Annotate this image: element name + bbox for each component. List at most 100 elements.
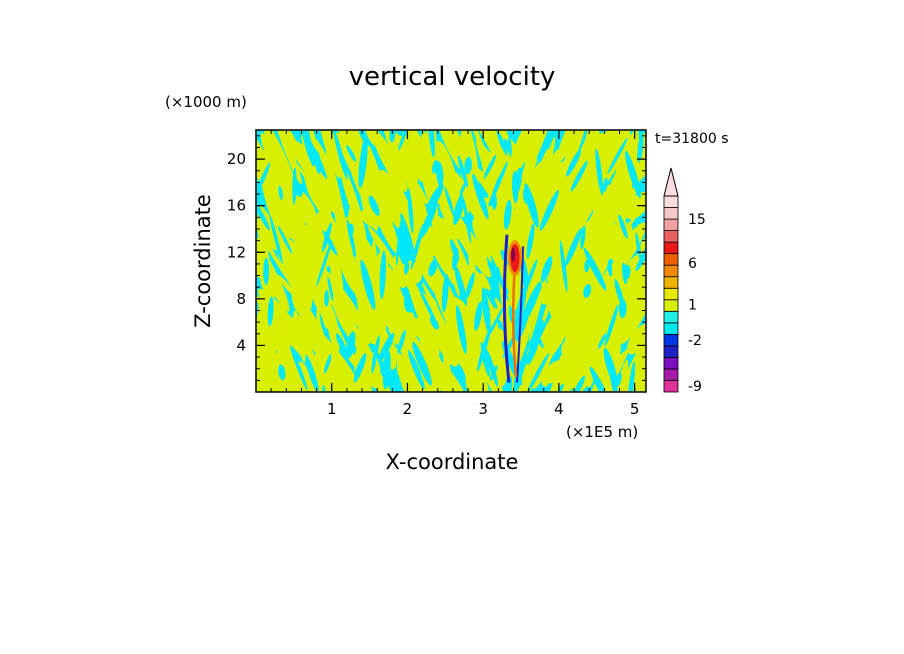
- near-zero-velocity-streak: [522, 187, 531, 205]
- near-zero-velocity-streak: [595, 148, 604, 196]
- near-zero-velocity-streak: [566, 149, 582, 177]
- near-zero-velocity-streak: [503, 199, 512, 230]
- positive-velocity-streak: [398, 268, 427, 309]
- colorbar-tick-label: -9: [688, 379, 702, 395]
- positive-velocity-streak: [331, 183, 346, 222]
- near-zero-velocity-streak: [410, 224, 424, 270]
- colorbar-cell: [663, 218, 679, 231]
- near-zero-velocity-streak: [465, 272, 475, 300]
- near-zero-velocity-streak: [292, 167, 297, 205]
- positive-velocity-streak: [293, 310, 309, 353]
- near-zero-velocity-streak: [598, 333, 607, 349]
- positive-velocity-streak: [455, 238, 466, 275]
- colorbar-cell: [663, 357, 679, 370]
- near-zero-velocity-streak: [474, 301, 483, 331]
- near-zero-velocity-streak: [489, 365, 498, 381]
- colorbar-cell: [663, 299, 679, 312]
- near-zero-velocity-streak: [404, 261, 410, 275]
- near-zero-velocity-streak: [627, 361, 636, 392]
- positive-velocity-streak: [434, 141, 461, 216]
- near-zero-velocity-streak: [513, 372, 520, 392]
- positive-velocity-streak: [560, 158, 583, 199]
- positive-velocity-streak: [372, 130, 408, 192]
- positive-velocity-streak: [600, 151, 614, 193]
- near-zero-velocity-streak: [278, 185, 283, 200]
- near-zero-velocity-streak: [580, 225, 586, 250]
- near-zero-velocity-streak: [358, 137, 368, 189]
- near-zero-velocity-streak: [622, 262, 628, 285]
- positive-velocity-streak: [292, 316, 306, 364]
- positive-velocity-streak: [596, 143, 614, 160]
- x-tick-label: 4: [554, 400, 564, 418]
- near-zero-velocity-streak: [256, 162, 271, 202]
- colorbar-tick-label: 1: [688, 297, 697, 313]
- positive-velocity-streak: [312, 191, 355, 265]
- positive-velocity-streak: [550, 161, 567, 194]
- colorbar-cell: [663, 368, 679, 381]
- near-zero-velocity-streak: [348, 223, 354, 237]
- near-zero-velocity-streak: [604, 304, 619, 347]
- near-zero-velocity-streak: [378, 332, 395, 363]
- near-zero-velocity-streak: [584, 259, 590, 273]
- positive-velocity-streak: [310, 352, 323, 392]
- near-zero-velocity-streak: [496, 130, 508, 156]
- positive-velocity-streak: [256, 350, 276, 392]
- near-zero-velocity-streak: [295, 184, 304, 197]
- near-zero-velocity-streak: [455, 305, 467, 354]
- near-zero-velocity-streak: [572, 375, 586, 392]
- near-zero-velocity-streak: [429, 316, 439, 330]
- positive-velocity-streak: [615, 306, 643, 349]
- near-zero-velocity-streak: [345, 331, 356, 359]
- near-zero-velocity-streak: [481, 287, 491, 334]
- near-zero-velocity-streak: [278, 364, 286, 381]
- near-zero-velocity-streak: [589, 366, 613, 392]
- near-zero-velocity-streak: [382, 349, 391, 390]
- chart-title: vertical velocity: [349, 62, 556, 92]
- time-label: t=31800 s: [655, 131, 729, 147]
- near-zero-velocity-streak: [290, 345, 308, 391]
- positive-velocity-streak: [405, 262, 423, 280]
- near-zero-velocity-streak: [607, 137, 628, 175]
- near-zero-velocity-streak: [559, 240, 568, 293]
- near-zero-velocity-streak: [607, 259, 613, 277]
- near-zero-velocity-streak: [408, 350, 425, 390]
- colorbar-tick-label: 6: [688, 256, 697, 272]
- near-zero-velocity-streak: [489, 285, 497, 301]
- near-zero-velocity-streak: [379, 250, 386, 300]
- near-zero-velocity-streak: [441, 274, 449, 312]
- near-zero-velocity-streak: [540, 256, 553, 283]
- positive-velocity-streak: [422, 282, 452, 340]
- near-zero-velocity-streak: [464, 156, 472, 175]
- positive-velocity-streak: [472, 218, 503, 268]
- near-zero-velocity-streak: [526, 319, 544, 366]
- colorbar-cell: [663, 253, 679, 266]
- x-tick-label: 2: [403, 400, 413, 418]
- colorbar-cell: [663, 322, 679, 335]
- near-zero-velocity-streak: [602, 177, 608, 193]
- positive-velocity-streak: [469, 195, 481, 222]
- colorbar-cell: [663, 230, 679, 243]
- positive-velocity-streak: [346, 216, 384, 277]
- positive-velocity-streak: [316, 307, 324, 387]
- colorbar-cell: [663, 264, 679, 278]
- near-zero-velocity-streak: [477, 326, 492, 372]
- colorbar-tick-label: 15: [688, 212, 706, 228]
- plot-frame: [255, 129, 647, 393]
- positive-velocity-streak: [256, 130, 283, 209]
- near-zero-velocity-streak: [453, 193, 464, 220]
- positive-velocity-streak: [316, 130, 342, 179]
- colorbar-extend-arrow: [663, 167, 679, 197]
- near-zero-velocity-streak: [256, 196, 270, 231]
- colorbar-cell: [663, 207, 679, 220]
- near-zero-velocity-streak: [583, 284, 592, 298]
- positive-velocity-streak: [441, 130, 463, 165]
- near-zero-velocity-streak: [452, 247, 459, 271]
- near-zero-velocity-streak: [526, 352, 550, 392]
- positive-velocity-streak: [514, 201, 533, 224]
- positive-velocity-streak: [552, 267, 580, 353]
- near-zero-velocity-streak: [333, 130, 348, 180]
- near-zero-velocity-streak: [263, 257, 270, 286]
- near-zero-velocity-streak: [492, 195, 498, 210]
